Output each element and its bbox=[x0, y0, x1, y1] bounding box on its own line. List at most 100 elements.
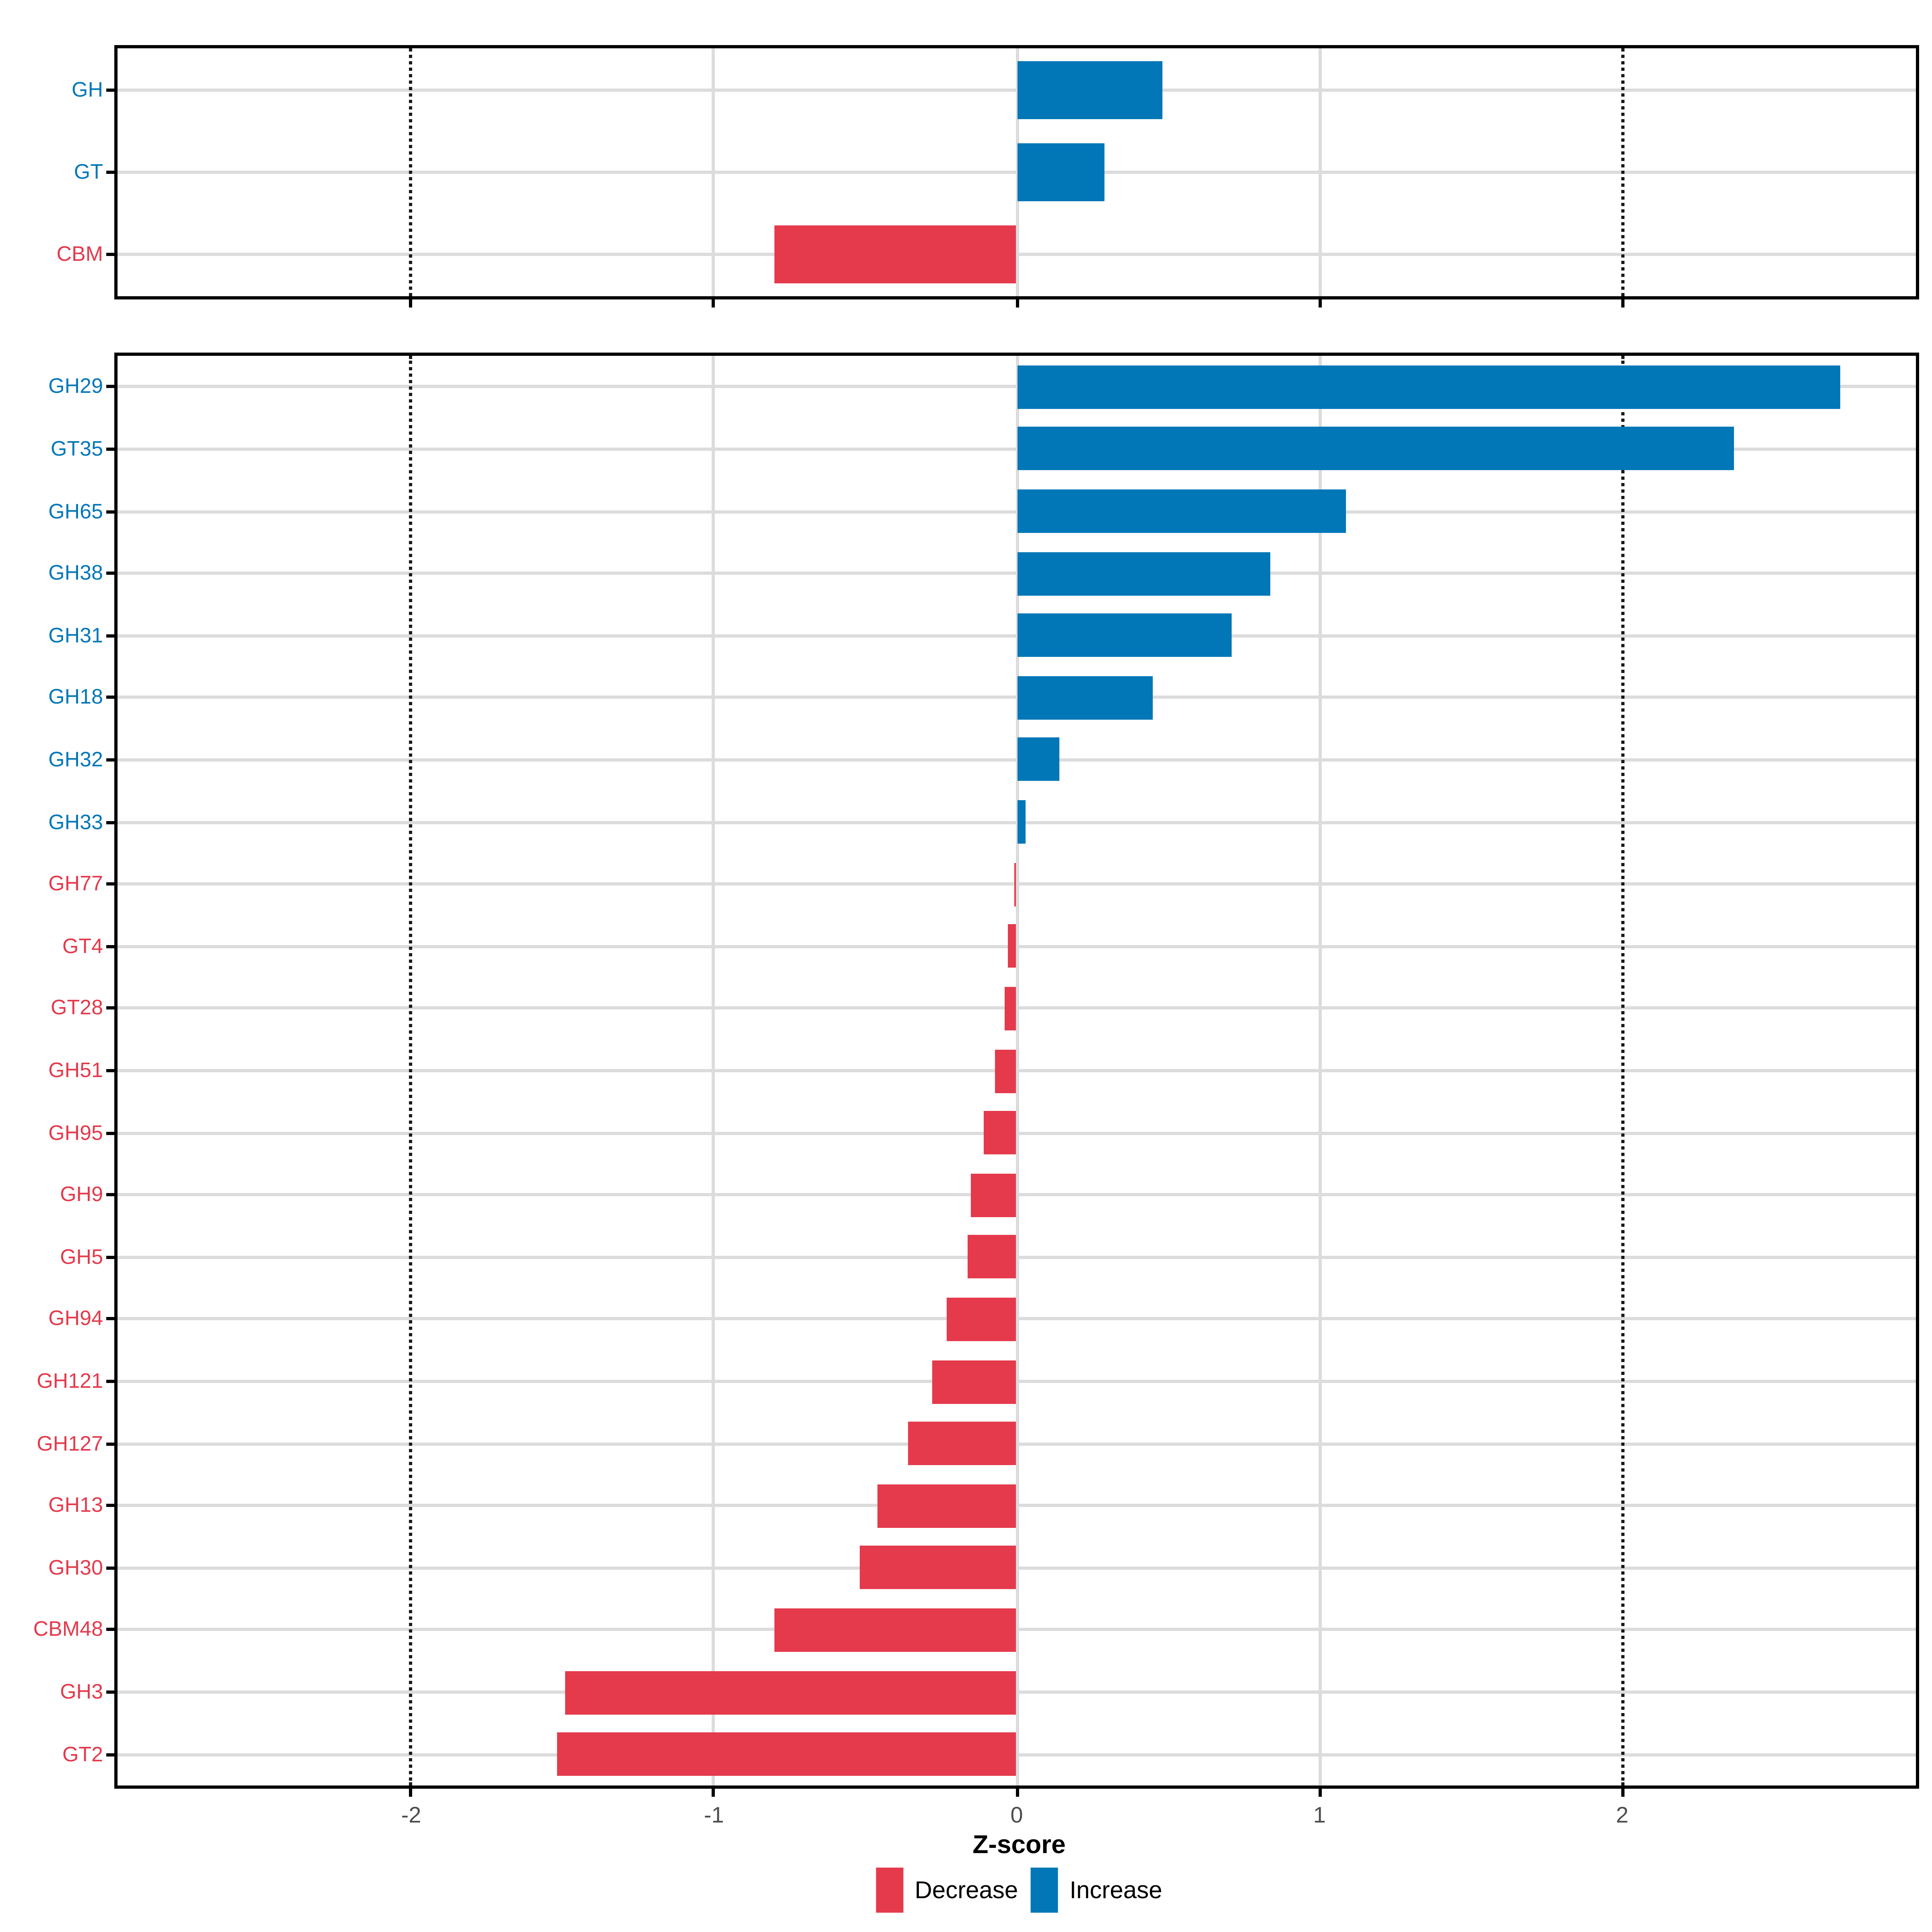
y-label-GH121: GH121 bbox=[37, 1368, 103, 1393]
major-gridline bbox=[1318, 356, 1321, 1785]
y-axis-tick bbox=[106, 1752, 114, 1756]
x-axis-tick bbox=[1318, 1789, 1321, 1797]
y-axis-tick bbox=[106, 1442, 114, 1445]
y-label-GH127: GH127 bbox=[37, 1430, 103, 1455]
bar-GH95 bbox=[983, 1111, 1017, 1154]
bar-GT4 bbox=[1007, 924, 1017, 968]
bar-GH32 bbox=[1017, 737, 1059, 781]
x-axis-tick bbox=[1015, 1789, 1018, 1797]
bar-GH13 bbox=[877, 1484, 1017, 1528]
y-label-CBM48: CBM48 bbox=[33, 1617, 103, 1641]
bar-GT bbox=[1017, 143, 1105, 201]
bar-GH29 bbox=[1017, 365, 1840, 409]
major-gridline bbox=[712, 356, 716, 1785]
y-axis-tick bbox=[106, 447, 114, 451]
y-axis-tick bbox=[106, 1690, 114, 1694]
major-gridline bbox=[1318, 48, 1321, 296]
bar-GH94 bbox=[947, 1298, 1017, 1341]
y-label-GH65: GH65 bbox=[48, 498, 103, 523]
bar-GH65 bbox=[1017, 489, 1347, 533]
x-axis-tick bbox=[1620, 1789, 1624, 1797]
y-axis-tick bbox=[106, 1193, 114, 1197]
legend-item-decrease: Decrease bbox=[876, 1868, 1018, 1913]
bar-GH3 bbox=[566, 1671, 1017, 1715]
x-axis-tick bbox=[712, 299, 716, 308]
x-tick-label-0: 0 bbox=[1010, 1802, 1023, 1827]
threshold-line bbox=[1620, 356, 1624, 1785]
legend: Decrease Increase bbox=[876, 1868, 1162, 1913]
y-label-GH3: GH3 bbox=[60, 1679, 103, 1704]
threshold-line bbox=[409, 48, 413, 296]
bar-GH30 bbox=[859, 1546, 1017, 1589]
bar-GH31 bbox=[1017, 613, 1232, 657]
x-axis-title: Z-score bbox=[972, 1832, 1066, 1860]
panel-cazyme-families bbox=[114, 353, 1919, 1789]
y-axis-tick bbox=[106, 945, 114, 948]
bar-GH38 bbox=[1017, 552, 1271, 596]
y-axis-tick bbox=[106, 1504, 114, 1507]
panel-enzyme-classes bbox=[114, 45, 1919, 299]
threshold-line bbox=[409, 356, 413, 1785]
y-axis-tick bbox=[106, 1380, 114, 1383]
x-tick-label-2: 2 bbox=[1616, 1802, 1629, 1827]
y-axis-tick bbox=[106, 385, 114, 389]
bar-CBM bbox=[774, 225, 1017, 283]
bar-GH18 bbox=[1017, 676, 1153, 720]
bar-GH33 bbox=[1017, 800, 1026, 844]
y-axis-tick bbox=[106, 1628, 114, 1632]
y-axis-tick bbox=[106, 1131, 114, 1135]
y-axis-tick bbox=[106, 253, 114, 257]
legend-swatch-increase bbox=[1031, 1868, 1059, 1913]
bar-GH121 bbox=[932, 1360, 1017, 1404]
y-axis-tick bbox=[106, 758, 114, 762]
y-label-GT4: GT4 bbox=[62, 933, 103, 958]
y-axis-tick bbox=[106, 1007, 114, 1010]
y-label-GH94: GH94 bbox=[48, 1306, 103, 1331]
y-label-GH13: GH13 bbox=[48, 1493, 103, 1517]
y-axis-tick bbox=[106, 820, 114, 824]
bar-CBM48 bbox=[774, 1608, 1017, 1652]
y-label-GH5: GH5 bbox=[60, 1244, 103, 1269]
y-label-GH31: GH31 bbox=[48, 622, 103, 647]
y-label-GH30: GH30 bbox=[48, 1555, 103, 1579]
legend-label: Decrease bbox=[914, 1876, 1018, 1904]
y-axis-tick bbox=[106, 696, 114, 700]
bar-GH5 bbox=[968, 1235, 1017, 1278]
major-gridline bbox=[712, 48, 716, 296]
y-axis-tick bbox=[106, 510, 114, 513]
y-label-GH29: GH29 bbox=[48, 374, 103, 398]
y-label-GH18: GH18 bbox=[48, 685, 103, 709]
y-label-GT28: GT28 bbox=[50, 995, 103, 1020]
y-axis-tick bbox=[106, 1317, 114, 1321]
y-label-GH9: GH9 bbox=[60, 1182, 103, 1206]
x-axis-tick bbox=[409, 299, 413, 308]
y-label-GH95: GH95 bbox=[48, 1120, 103, 1144]
y-axis-tick bbox=[106, 1069, 114, 1072]
x-tick-label--2: -2 bbox=[401, 1802, 421, 1827]
y-axis-tick bbox=[106, 1255, 114, 1259]
y-label-GT: GT bbox=[74, 159, 103, 184]
y-axis-tick bbox=[106, 1566, 114, 1570]
bar-GH127 bbox=[908, 1422, 1017, 1465]
bar-GH9 bbox=[971, 1174, 1017, 1217]
x-axis-tick bbox=[1620, 299, 1624, 308]
x-axis-tick bbox=[1318, 299, 1321, 308]
y-label-GH77: GH77 bbox=[48, 871, 103, 896]
y-label-GH: GH bbox=[72, 76, 103, 101]
legend-swatch-decrease bbox=[876, 1868, 904, 1913]
x-axis-tick bbox=[1015, 299, 1018, 308]
y-axis-tick bbox=[106, 572, 114, 575]
y-label-GT2: GT2 bbox=[62, 1741, 103, 1766]
x-tick-label--1: -1 bbox=[704, 1802, 724, 1827]
x-axis-tick bbox=[712, 1789, 716, 1797]
y-axis-tick bbox=[106, 171, 114, 174]
x-tick-label-1: 1 bbox=[1313, 1802, 1326, 1827]
bar-GH bbox=[1017, 61, 1162, 119]
y-axis-tick bbox=[106, 634, 114, 637]
bar-GT28 bbox=[1004, 987, 1017, 1030]
y-label-GH38: GH38 bbox=[48, 560, 103, 585]
y-axis-tick bbox=[106, 88, 114, 91]
legend-label: Increase bbox=[1069, 1876, 1162, 1904]
